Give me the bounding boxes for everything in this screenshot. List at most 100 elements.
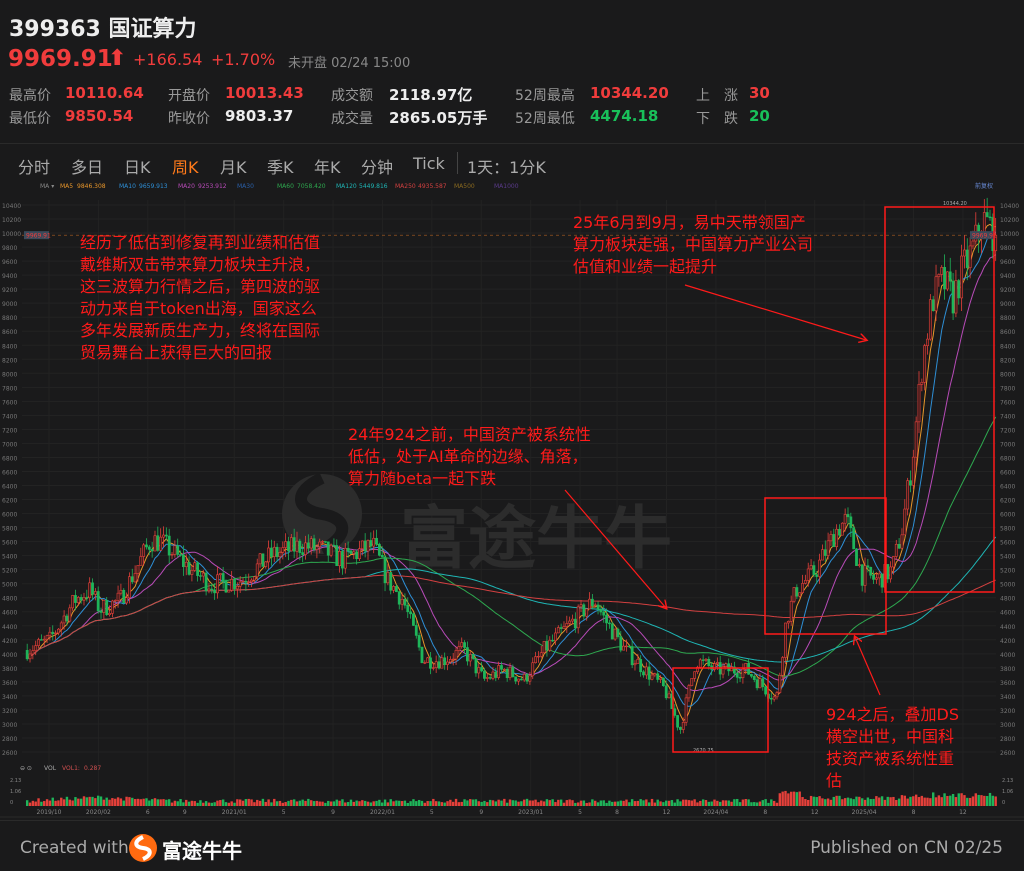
volume-bar bbox=[807, 799, 810, 806]
candle bbox=[403, 593, 407, 609]
price-change-pct: +1.70% bbox=[211, 50, 276, 69]
volume-bar bbox=[236, 799, 239, 806]
candle bbox=[903, 499, 907, 536]
y-tick-label: 4800 bbox=[1000, 596, 1015, 603]
stat-value: 9803.37 bbox=[225, 107, 294, 125]
candle bbox=[568, 616, 572, 626]
volume-bar bbox=[787, 793, 790, 806]
highlight-box bbox=[764, 497, 887, 635]
y-tick-label: 9000 bbox=[1000, 301, 1015, 308]
tab-6[interactable]: 年K bbox=[314, 158, 341, 177]
candle bbox=[897, 538, 901, 550]
tab-2[interactable]: 日K bbox=[124, 158, 151, 177]
candle bbox=[957, 278, 961, 305]
candle bbox=[139, 547, 143, 566]
candle bbox=[826, 532, 830, 560]
volume-bar bbox=[781, 791, 784, 806]
candle bbox=[244, 574, 248, 592]
current-price-tag-text: 9969.91 bbox=[972, 233, 997, 240]
y-tick-label: 9600 bbox=[2, 259, 17, 266]
volume-bar bbox=[99, 796, 103, 806]
volume-bar bbox=[406, 802, 409, 806]
volume-bar bbox=[491, 800, 495, 806]
candle bbox=[375, 529, 378, 547]
volume-bar bbox=[747, 799, 750, 806]
candle bbox=[471, 654, 475, 661]
volume-bar bbox=[571, 800, 574, 806]
candle bbox=[562, 621, 566, 629]
volume-bar bbox=[798, 791, 801, 806]
tab-9[interactable]: 1天：1分K bbox=[467, 158, 546, 177]
annotation-2: 24年924之前，中国资产被系统性 低估，处于AI革命的边缘、角落， 算力随beta… bbox=[348, 424, 591, 490]
candle bbox=[295, 531, 299, 559]
volume-bar bbox=[562, 802, 566, 806]
volume-bar bbox=[250, 799, 253, 806]
vol-legend-controls-icon[interactable]: ⊖ ⊙ bbox=[20, 765, 32, 772]
volume-bar bbox=[116, 797, 120, 806]
volume-bar bbox=[338, 800, 341, 806]
candle bbox=[684, 693, 688, 726]
volume-bar bbox=[173, 800, 177, 806]
candle bbox=[352, 549, 356, 560]
candle bbox=[644, 662, 648, 680]
volume-bar bbox=[503, 798, 506, 806]
volume-bar bbox=[846, 797, 850, 806]
tab-3[interactable]: 周K bbox=[172, 158, 199, 177]
volume-bar bbox=[51, 797, 54, 806]
candle bbox=[693, 671, 697, 682]
tab-5[interactable]: 季K bbox=[267, 158, 294, 177]
candle bbox=[951, 272, 955, 321]
candle bbox=[613, 628, 617, 641]
volume-bar bbox=[684, 799, 688, 806]
candle bbox=[37, 637, 40, 649]
tab-0[interactable]: 分时 bbox=[18, 158, 51, 177]
y-tick-label: 9600 bbox=[1000, 259, 1015, 266]
candle bbox=[62, 610, 66, 630]
y-tick-label: 10200 bbox=[1000, 217, 1019, 224]
candle bbox=[965, 238, 969, 281]
ma-legend-title[interactable]: MA ▾ bbox=[40, 183, 54, 190]
candle bbox=[809, 559, 813, 571]
candle bbox=[571, 614, 574, 625]
candle bbox=[625, 639, 628, 652]
candle bbox=[696, 665, 699, 675]
y-tick-label: 10200 bbox=[2, 217, 21, 224]
candle bbox=[491, 666, 495, 681]
tab-7[interactable]: 分钟 bbox=[361, 158, 394, 177]
volume-bar bbox=[974, 793, 977, 806]
annotation-arrow bbox=[564, 489, 666, 608]
candle bbox=[531, 657, 535, 679]
volume-bar bbox=[383, 799, 387, 806]
candle bbox=[31, 645, 35, 660]
stat-label: 昨收价 bbox=[168, 111, 210, 127]
tab-8[interactable]: Tick bbox=[413, 154, 445, 173]
tab-4[interactable]: 月K bbox=[220, 158, 247, 177]
volume-bar bbox=[520, 801, 523, 806]
futu-logo-icon bbox=[129, 834, 157, 862]
candle bbox=[576, 604, 580, 634]
volume-bar bbox=[437, 801, 441, 806]
volume-bar bbox=[690, 800, 693, 806]
volume-bar bbox=[809, 795, 813, 806]
candle bbox=[917, 371, 921, 434]
high-marker: 10344.20 bbox=[943, 201, 967, 207]
y-tick-label: 6800 bbox=[2, 455, 17, 462]
candle bbox=[306, 534, 310, 554]
candle bbox=[673, 704, 677, 718]
volume-bar bbox=[153, 798, 157, 806]
volume-bar bbox=[162, 799, 165, 806]
candle bbox=[627, 645, 631, 649]
annotation-arrow bbox=[855, 637, 881, 696]
candle bbox=[551, 634, 555, 643]
volume-bar bbox=[43, 801, 46, 806]
candle bbox=[596, 601, 600, 615]
tab-1[interactable]: 多日 bbox=[71, 158, 104, 177]
candle bbox=[96, 586, 100, 614]
volume-bar bbox=[139, 799, 142, 806]
volume-bar bbox=[82, 796, 86, 806]
stat-value: 2865.05万手 bbox=[389, 109, 488, 127]
volume-bar bbox=[233, 802, 236, 806]
adjust-mode-button[interactable]: 前复权 bbox=[975, 182, 993, 190]
volume-bar bbox=[227, 802, 231, 806]
